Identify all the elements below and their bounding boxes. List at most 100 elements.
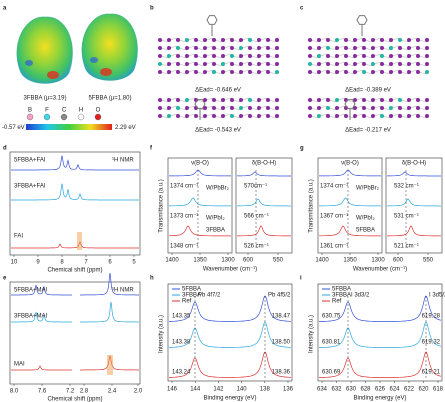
x-tick-label: 8 xyxy=(60,260,64,266)
atom xyxy=(275,70,279,74)
peak-annotation: 1348 cm⁻¹ xyxy=(170,244,198,250)
atom xyxy=(326,114,330,118)
atom xyxy=(317,70,321,74)
atom-swatch xyxy=(26,113,34,121)
adsorbate xyxy=(344,99,356,109)
nmr-trace xyxy=(11,155,139,171)
x-axis-label: Chemical shift (ppm) xyxy=(47,397,102,402)
peak-annotation: 1373 cm⁻¹ xyxy=(170,214,198,220)
atom xyxy=(389,114,393,118)
atom xyxy=(239,38,243,42)
x-tick-label: 1400 xyxy=(315,258,329,264)
atom xyxy=(425,54,429,58)
mode-label: ν(B-O) xyxy=(191,161,209,167)
peak-annotation: 1361 cm⁻¹ xyxy=(320,244,348,250)
atom xyxy=(389,62,393,66)
atom xyxy=(185,62,189,66)
x-tick-label: 7.6 xyxy=(38,389,47,395)
panel-label: g xyxy=(300,146,304,152)
atom xyxy=(416,54,420,58)
atom xyxy=(257,38,261,42)
atom xyxy=(371,38,375,42)
atom xyxy=(203,70,207,74)
ir-trace xyxy=(169,169,232,177)
atom xyxy=(203,46,207,50)
atom xyxy=(353,54,357,58)
atom xyxy=(389,98,393,102)
atom xyxy=(185,54,189,58)
atom xyxy=(221,54,225,58)
atom xyxy=(194,62,198,66)
atom xyxy=(326,54,330,58)
trace-label: W/PbBr₂ xyxy=(206,186,230,192)
trace-label: 3FBBA xyxy=(206,228,225,234)
atom xyxy=(230,98,234,102)
atom xyxy=(230,114,234,118)
peak-value: 619.28 xyxy=(422,314,441,320)
x-axis-label: Wavenumber (cm⁻¹) xyxy=(203,267,257,273)
x-tick-label: 140 xyxy=(237,387,248,393)
atom xyxy=(194,46,198,50)
atom xyxy=(185,46,189,50)
atom xyxy=(398,98,402,102)
atom xyxy=(407,46,411,50)
atom xyxy=(212,46,216,50)
atom xyxy=(317,114,321,118)
trace-label: 5FBBA+MAI xyxy=(14,288,48,294)
legend-label: Ref xyxy=(182,299,192,305)
atom xyxy=(326,106,330,110)
atom xyxy=(257,46,261,50)
x-tick-label: 6 xyxy=(108,260,112,266)
peak-annotation: 532 cm⁻¹ xyxy=(394,184,419,190)
atom xyxy=(167,70,171,74)
atom xyxy=(308,38,312,42)
atom xyxy=(371,114,375,118)
nmr-trace xyxy=(11,311,72,323)
atom xyxy=(326,38,330,42)
atom xyxy=(158,70,162,74)
xps-trace xyxy=(169,321,292,348)
atom xyxy=(176,106,180,110)
highlight xyxy=(77,232,82,250)
atom xyxy=(248,114,252,118)
esp-cold xyxy=(90,57,98,63)
x-tick-label: 7.2 xyxy=(66,389,75,395)
panel-label: b xyxy=(150,6,154,12)
atom-swatch xyxy=(77,113,85,121)
atom xyxy=(389,46,393,50)
atom xyxy=(275,62,279,66)
atom xyxy=(203,114,207,118)
figure-body: a b c d e f g h i 3FBBA (μ=3.19) 5FBBA (μ=1.80) B F C… xyxy=(2,6,445,402)
x-tick-label: 630 xyxy=(346,387,357,393)
peak-annotation: 570cm⁻¹ xyxy=(244,184,267,190)
atom xyxy=(185,38,189,42)
atom xyxy=(425,70,429,74)
atom xyxy=(275,46,279,50)
peak-annotation: 1374 cm⁻¹ xyxy=(170,184,198,190)
ir-trace xyxy=(237,171,291,177)
atom xyxy=(158,62,162,66)
atom xyxy=(230,62,234,66)
atom xyxy=(380,38,384,42)
x-tick-label: 634 xyxy=(317,387,328,393)
atom xyxy=(230,106,234,110)
atom-label: B xyxy=(28,108,32,114)
atom xyxy=(275,98,279,102)
atom xyxy=(416,114,420,118)
atom xyxy=(239,98,243,102)
atom xyxy=(371,54,375,58)
atom xyxy=(380,98,384,102)
atom xyxy=(185,106,189,110)
mode-label: δ(B-O-H) xyxy=(402,161,426,167)
atom xyxy=(248,38,252,42)
atom xyxy=(212,98,216,102)
x-tick-label: 624 xyxy=(389,387,400,393)
atom-swatch xyxy=(43,113,51,121)
atom xyxy=(158,54,162,58)
peak-annotation: 1367 cm⁻¹ xyxy=(320,214,348,220)
atom xyxy=(344,46,348,50)
trace-label: 5FBBA+FAI xyxy=(14,158,46,164)
atom xyxy=(158,106,162,110)
ir-trace xyxy=(237,198,291,207)
atom xyxy=(257,62,261,66)
